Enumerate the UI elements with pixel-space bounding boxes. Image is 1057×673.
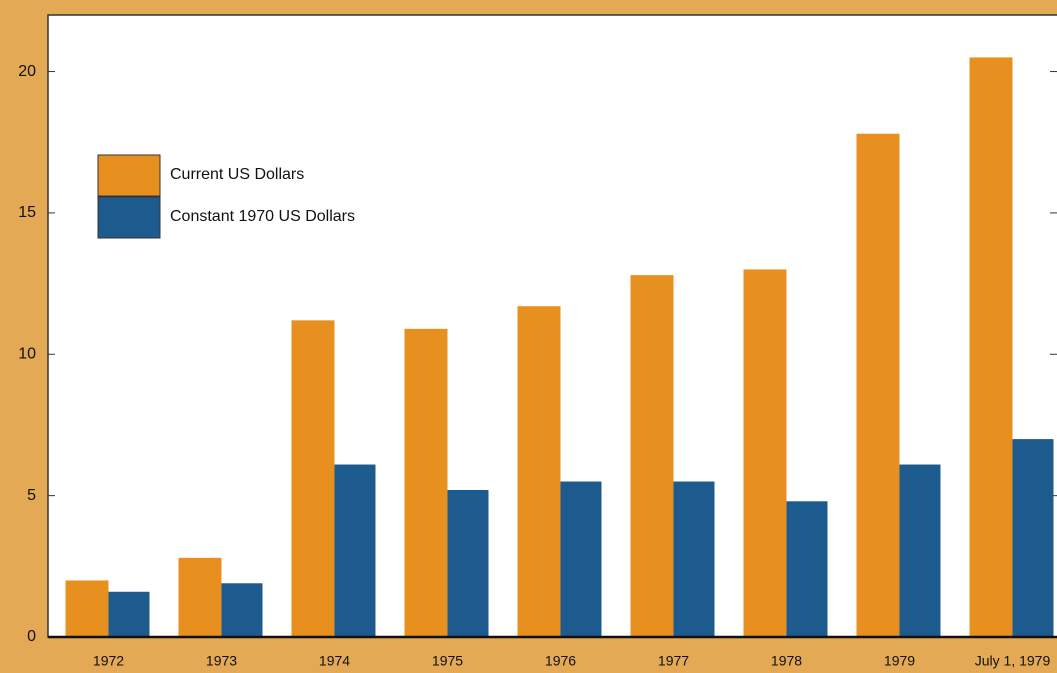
legend-swatch <box>97 154 161 197</box>
bar <box>404 328 448 637</box>
y-tick-label: 15 <box>18 204 36 221</box>
legend-swatch <box>97 196 161 239</box>
legend-label: Constant 1970 US Dollars <box>170 208 355 225</box>
bar <box>1012 439 1054 637</box>
bar <box>856 133 900 637</box>
bar <box>178 557 222 637</box>
bar <box>517 306 561 637</box>
x-tick-label: 1979 <box>884 653 915 669</box>
bar <box>673 481 715 637</box>
bar <box>221 583 263 637</box>
y-tick-label: 10 <box>18 345 36 362</box>
bar <box>334 464 376 637</box>
x-tick-label: 1972 <box>93 653 124 669</box>
bar <box>560 481 602 637</box>
bar <box>447 489 489 637</box>
bar <box>108 591 150 637</box>
y-tick-label: 5 <box>27 487 36 504</box>
bar <box>743 269 787 637</box>
x-tick-label: 1975 <box>432 653 463 669</box>
bar <box>786 501 828 637</box>
bar <box>969 57 1013 637</box>
x-tick-label: 1978 <box>771 653 802 669</box>
bar <box>65 580 109 637</box>
x-tick-label: July 1, 1979 <box>975 653 1051 669</box>
x-tick-label: 1973 <box>206 653 237 669</box>
y-tick-label: 20 <box>18 63 36 80</box>
x-tick-label: 1976 <box>545 653 576 669</box>
x-tick-label: 1974 <box>319 653 350 669</box>
bar <box>899 464 941 637</box>
y-tick-label: 0 <box>27 628 36 645</box>
bar <box>291 320 335 637</box>
x-tick-label: 1977 <box>658 653 689 669</box>
bar <box>630 275 674 637</box>
legend-label: Current US Dollars <box>170 166 304 183</box>
